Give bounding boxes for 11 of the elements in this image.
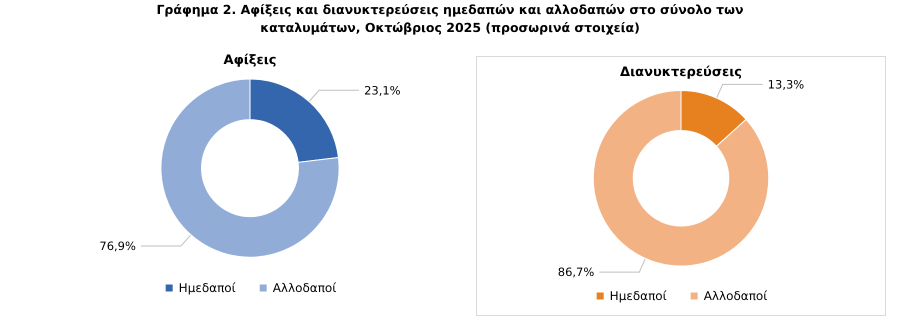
data-label: 76,9% bbox=[99, 238, 136, 253]
data-label: 13,3% bbox=[768, 77, 804, 92]
chart-title: Αφίξεις bbox=[224, 53, 276, 68]
data-label: 86,7% bbox=[558, 265, 594, 280]
data-label: 23,1% bbox=[364, 83, 401, 98]
legend-label: Ημεδαποί bbox=[610, 289, 667, 303]
legend-label: Αλλοδαποί bbox=[704, 289, 768, 303]
text: Γράφημα 2. Αφίξεις και διανυκτερεύσεις ημεδαπών και αλλοδαπών στο σύνολο των καταλυμάτων, Οκτώβριος 2025 (προσωρινά στοιχεία) bbox=[155, 1, 745, 37]
legend-label: Ημεδαποί bbox=[178, 281, 236, 295]
chart-title: Διανυκτερεύσεις bbox=[620, 65, 742, 80]
legend-label: Αλλοδαποί bbox=[272, 281, 336, 295]
